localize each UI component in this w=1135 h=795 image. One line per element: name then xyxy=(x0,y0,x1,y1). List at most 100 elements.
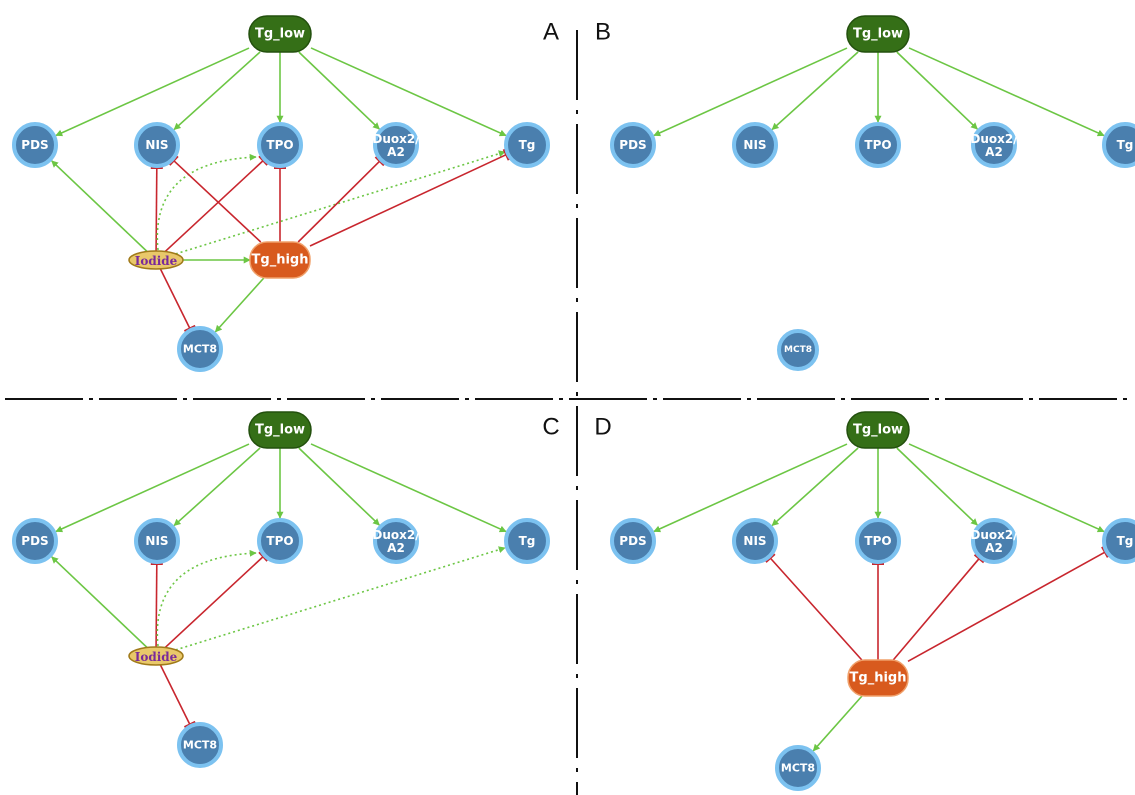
node-c-pds-label: PDS xyxy=(21,534,48,548)
edge-a-iodide-to-mct8-inhibition-bar xyxy=(183,324,196,332)
edge-c-iodide-to-tpo-dotted-curve-activation xyxy=(156,549,257,647)
node-b-tg-low-label: Tg_low xyxy=(853,27,903,42)
node-a-tg-low: Tg_low xyxy=(248,15,312,53)
node-d-duox-label-line2: A2 xyxy=(985,541,1003,555)
node-b-tpo-circle xyxy=(855,122,901,168)
edge-a-iodide-to-pds-activation xyxy=(51,160,148,253)
node-d-duox-label-line1: Duox2/ xyxy=(970,528,1018,542)
edge-d-tg_low-to-nis-activation xyxy=(771,447,859,527)
node-d-duox-circle xyxy=(971,518,1017,564)
edge-d-tg_high-to-tg-inhibition xyxy=(907,551,1106,663)
node-d-tg: Tg xyxy=(1102,518,1135,564)
node-c-duox-circle xyxy=(373,518,419,564)
edge-a-iodide-to-tg-dotted-activation xyxy=(175,150,506,255)
node-a-nis: NIS xyxy=(134,122,180,168)
node-b-nis-label: NIS xyxy=(743,138,766,152)
edge-d-tg_high-to-mct8-activation xyxy=(812,695,863,752)
node-c-tpo-circle xyxy=(257,518,303,564)
node-b-pds: PDS xyxy=(610,122,656,168)
node-b-duox: Duox2/A2 xyxy=(970,122,1018,168)
panel-letter-a: A xyxy=(543,19,559,46)
edge-a-tg_high-to-tg-inhibition xyxy=(309,153,507,247)
node-b-tg-low-shape xyxy=(846,15,910,53)
node-d-tg-low-label: Tg_low xyxy=(853,423,903,438)
panel-letter-b: B xyxy=(595,19,611,46)
edge-d-tg_low-to-duox-activation xyxy=(896,447,978,526)
panel-letter-c: C xyxy=(542,414,559,441)
edge-c-tg_low-to-pds-activation xyxy=(55,443,250,533)
node-c-tpo-label: TPO xyxy=(266,534,293,548)
edge-a-iodide-to-tpo-inhibition xyxy=(164,160,264,253)
node-c-iodide-label: Iodide xyxy=(135,650,178,664)
node-c-pds: PDS xyxy=(12,518,58,564)
node-c-iodide: Iodide xyxy=(128,646,184,666)
edge-b-tg_low-to-duox-activation xyxy=(896,51,978,130)
node-c-tg-label: Tg xyxy=(519,534,536,548)
node-d-tg-high-label: Tg_high xyxy=(850,671,907,686)
node-a-tpo: TPO xyxy=(257,122,303,168)
node-d-nis: NIS xyxy=(732,518,778,564)
edge-a-tg_high-to-duox-inhibition-bar xyxy=(374,156,385,167)
node-a-pds-label: PDS xyxy=(21,138,48,152)
node-a-pds: PDS xyxy=(12,122,58,168)
node-c-tpo: TPO xyxy=(257,518,303,564)
edge-d-tg_high-to-duox-inhibition xyxy=(892,558,980,661)
node-c-tg-low-label: Tg_low xyxy=(255,423,305,438)
node-c-iodide-shape xyxy=(128,646,184,666)
node-a-pds-circle xyxy=(12,122,58,168)
edge-b-tg_low-to-tg-activation xyxy=(908,47,1105,137)
node-a-tg-low-label: Tg_low xyxy=(255,27,305,42)
node-b-nis: NIS xyxy=(732,122,778,168)
node-b-duox-label-line1: Duox2/ xyxy=(970,132,1018,146)
nodes-layer: Tg_low PDS NIS TPO Duox2/A2 Tg Iodide Tg_high MC… xyxy=(12,15,1135,791)
node-a-mct8-label: MCT8 xyxy=(183,343,217,356)
node-a-tg-high: Tg_high xyxy=(249,241,311,279)
edge-c-iodide-to-pds-activation xyxy=(51,556,148,649)
node-d-mct8: MCT8 xyxy=(775,745,821,791)
panel-letter-d: D xyxy=(594,414,611,441)
node-a-nis-circle xyxy=(134,122,180,168)
edge-d-tg_high-to-nis-inhibition xyxy=(769,557,863,661)
node-a-duox-label-line1: Duox2/ xyxy=(372,132,420,146)
node-a-iodide: Iodide xyxy=(128,250,184,270)
node-a-iodide-label: Iodide xyxy=(135,254,178,268)
node-d-pds-label: PDS xyxy=(619,534,646,548)
node-a-tg-high-label: Tg_high xyxy=(252,253,309,268)
node-c-tg-low: Tg_low xyxy=(248,411,312,449)
node-b-mct8-circle xyxy=(777,329,819,371)
edge-b-tg_low-to-nis-activation xyxy=(771,51,859,131)
node-a-duox: Duox2/A2 xyxy=(372,122,420,168)
node-a-iodide-shape xyxy=(128,250,184,270)
node-c-duox-label-line2: A2 xyxy=(387,541,405,555)
node-d-tg-high: Tg_high xyxy=(847,659,909,697)
node-b-duox-circle xyxy=(971,122,1017,168)
edge-a-tg_low-to-tg-activation xyxy=(310,47,507,137)
node-d-pds-circle xyxy=(610,518,656,564)
node-b-mct8-label: MCT8 xyxy=(784,345,812,355)
node-c-nis: NIS xyxy=(134,518,180,564)
edge-a-tg_low-to-nis-activation xyxy=(173,51,261,131)
node-c-duox-label-line1: Duox2/ xyxy=(372,528,420,542)
edge-a-tg_high-to-nis-inhibition-bar xyxy=(168,155,179,166)
node-d-tg-high-shape xyxy=(847,659,909,697)
edges-layer xyxy=(51,47,1109,752)
node-d-mct8-label: MCT8 xyxy=(781,762,815,775)
edge-c-iodide-to-tg-dotted-activation xyxy=(175,546,506,651)
edge-d-tg_low-to-tg-activation xyxy=(908,443,1105,533)
edge-c-iodide-to-nis-inhibition xyxy=(155,563,158,648)
node-b-pds-label: PDS xyxy=(619,138,646,152)
node-c-nis-circle xyxy=(134,518,180,564)
node-c-nis-label: NIS xyxy=(145,534,168,548)
edge-c-tg_low-to-duox-activation xyxy=(298,447,380,526)
node-a-tg-high-shape xyxy=(249,241,311,279)
node-d-nis-label: NIS xyxy=(743,534,766,548)
node-c-tg-circle xyxy=(504,518,550,564)
node-d-duox: Duox2/A2 xyxy=(970,518,1018,564)
node-a-tg-circle xyxy=(504,122,550,168)
edge-c-iodide-to-tpo-inhibition xyxy=(164,556,264,649)
node-a-tg: Tg xyxy=(504,122,550,168)
node-a-mct8: MCT8 xyxy=(177,326,223,372)
edge-a-tg_high-to-mct8-activation xyxy=(214,277,265,333)
node-d-tg-circle xyxy=(1102,518,1135,564)
